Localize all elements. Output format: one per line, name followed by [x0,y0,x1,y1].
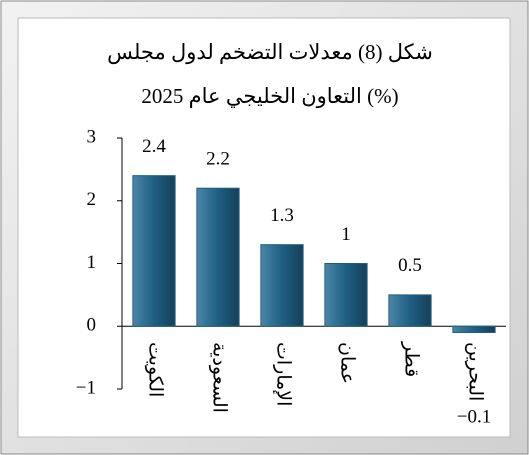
y-tick-label: 3 [87,126,97,147]
bar [260,244,304,327]
x-tick-label: السعودية [209,342,230,413]
data-label: 1 [341,224,351,245]
chart-title: شكل (8) معدلات التضخم لدول مجلس [107,40,433,65]
y-tick-label: 1 [87,252,97,273]
x-tick-label: قطر [401,341,422,377]
bar [388,294,432,327]
y-tick-label: −1 [76,377,96,398]
panel [17,17,511,438]
x-tick-label: الكويت [145,342,166,397]
data-label: 2.4 [142,136,166,157]
x-tick-label: البحرين [465,342,486,401]
data-label: 0.5 [398,255,422,276]
bar [452,325,496,334]
data-label: 1.3 [270,205,294,226]
bar [324,263,368,327]
y-tick-label: 0 [87,315,97,336]
x-tick-label: الإمارات [273,342,294,406]
data-label: 2.2 [206,149,230,170]
bar [196,187,240,327]
chart-title: التعاون الخليجي عام 2025 (%) [141,84,398,109]
data-label: −0.1 [457,406,491,427]
x-tick-label: عمان [337,342,358,384]
y-tick-label: 2 [87,189,97,210]
bar [132,175,176,327]
